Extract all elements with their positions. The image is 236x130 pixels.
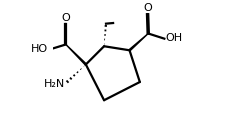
Text: HO: HO <box>31 44 48 54</box>
Text: O: O <box>62 13 71 23</box>
Polygon shape <box>66 44 86 65</box>
Text: O: O <box>143 3 152 13</box>
Text: H₂N: H₂N <box>44 79 65 89</box>
Polygon shape <box>129 34 148 51</box>
Text: OH: OH <box>165 33 182 43</box>
